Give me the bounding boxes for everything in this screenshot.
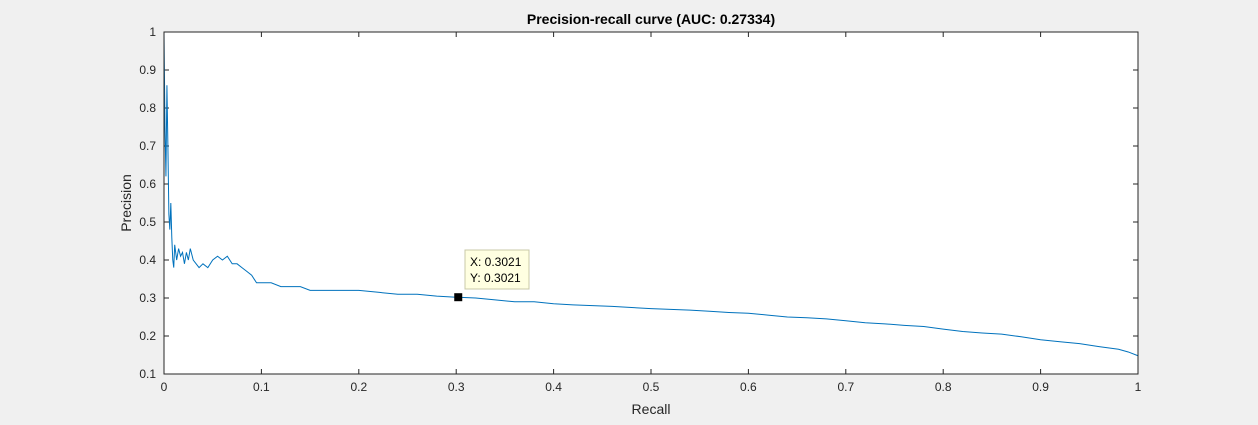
- y-tick-label: 0.9: [139, 63, 156, 77]
- x-tick-label: 0.7: [837, 380, 854, 394]
- y-tick-label: 0.7: [139, 139, 156, 153]
- y-axis-label: Precision: [118, 174, 134, 232]
- x-tick-label: 0.2: [350, 380, 367, 394]
- axes-box: [163, 31, 1139, 375]
- y-tick-label: 0.6: [139, 177, 156, 191]
- x-tick-label: 1: [1135, 380, 1142, 394]
- x-tick-label: 0.3: [448, 380, 465, 394]
- datatip[interactable]: X: 0.3021 Y: 0.3021: [454, 249, 530, 302]
- x-axis-label: Recall: [632, 401, 671, 417]
- x-tick-label: 0.4: [545, 380, 562, 394]
- chart-title: Precision-recall curve (AUC: 0.27334): [527, 11, 775, 27]
- tick-labels: 0 0.1 0.2 0.3 0.4 0.5 0.6 0.7 0.8 0.9 1 0.1 0.2 0.3 0.…: [139, 25, 1141, 394]
- y-tick-label: 0.3: [139, 291, 156, 305]
- datatip-y-text: Y: 0.3021: [470, 271, 521, 285]
- y-tick-label: 0.4: [139, 253, 156, 267]
- y-tick-label: 1: [149, 25, 156, 39]
- x-tick-label: 0.9: [1032, 380, 1049, 394]
- x-tick-label: 0: [161, 380, 168, 394]
- y-tick-label: 0.1: [139, 367, 156, 381]
- x-tick-label: 0.1: [253, 380, 270, 394]
- axes-background: [164, 32, 1138, 374]
- x-tick-label: 0.6: [740, 380, 757, 394]
- datatip-box: [464, 249, 530, 290]
- datatip-x-text: X: 0.3021: [470, 255, 522, 269]
- y-tick-label: 0.8: [139, 101, 156, 115]
- pr-curve-line: [163, 31, 1139, 357]
- x-tick-label: 0.5: [643, 380, 660, 394]
- y-tick-label: 0.2: [139, 329, 156, 343]
- x-tick-label: 0.8: [935, 380, 952, 394]
- datatip-marker[interactable]: [454, 293, 463, 302]
- y-tick-label: 0.5: [139, 215, 156, 229]
